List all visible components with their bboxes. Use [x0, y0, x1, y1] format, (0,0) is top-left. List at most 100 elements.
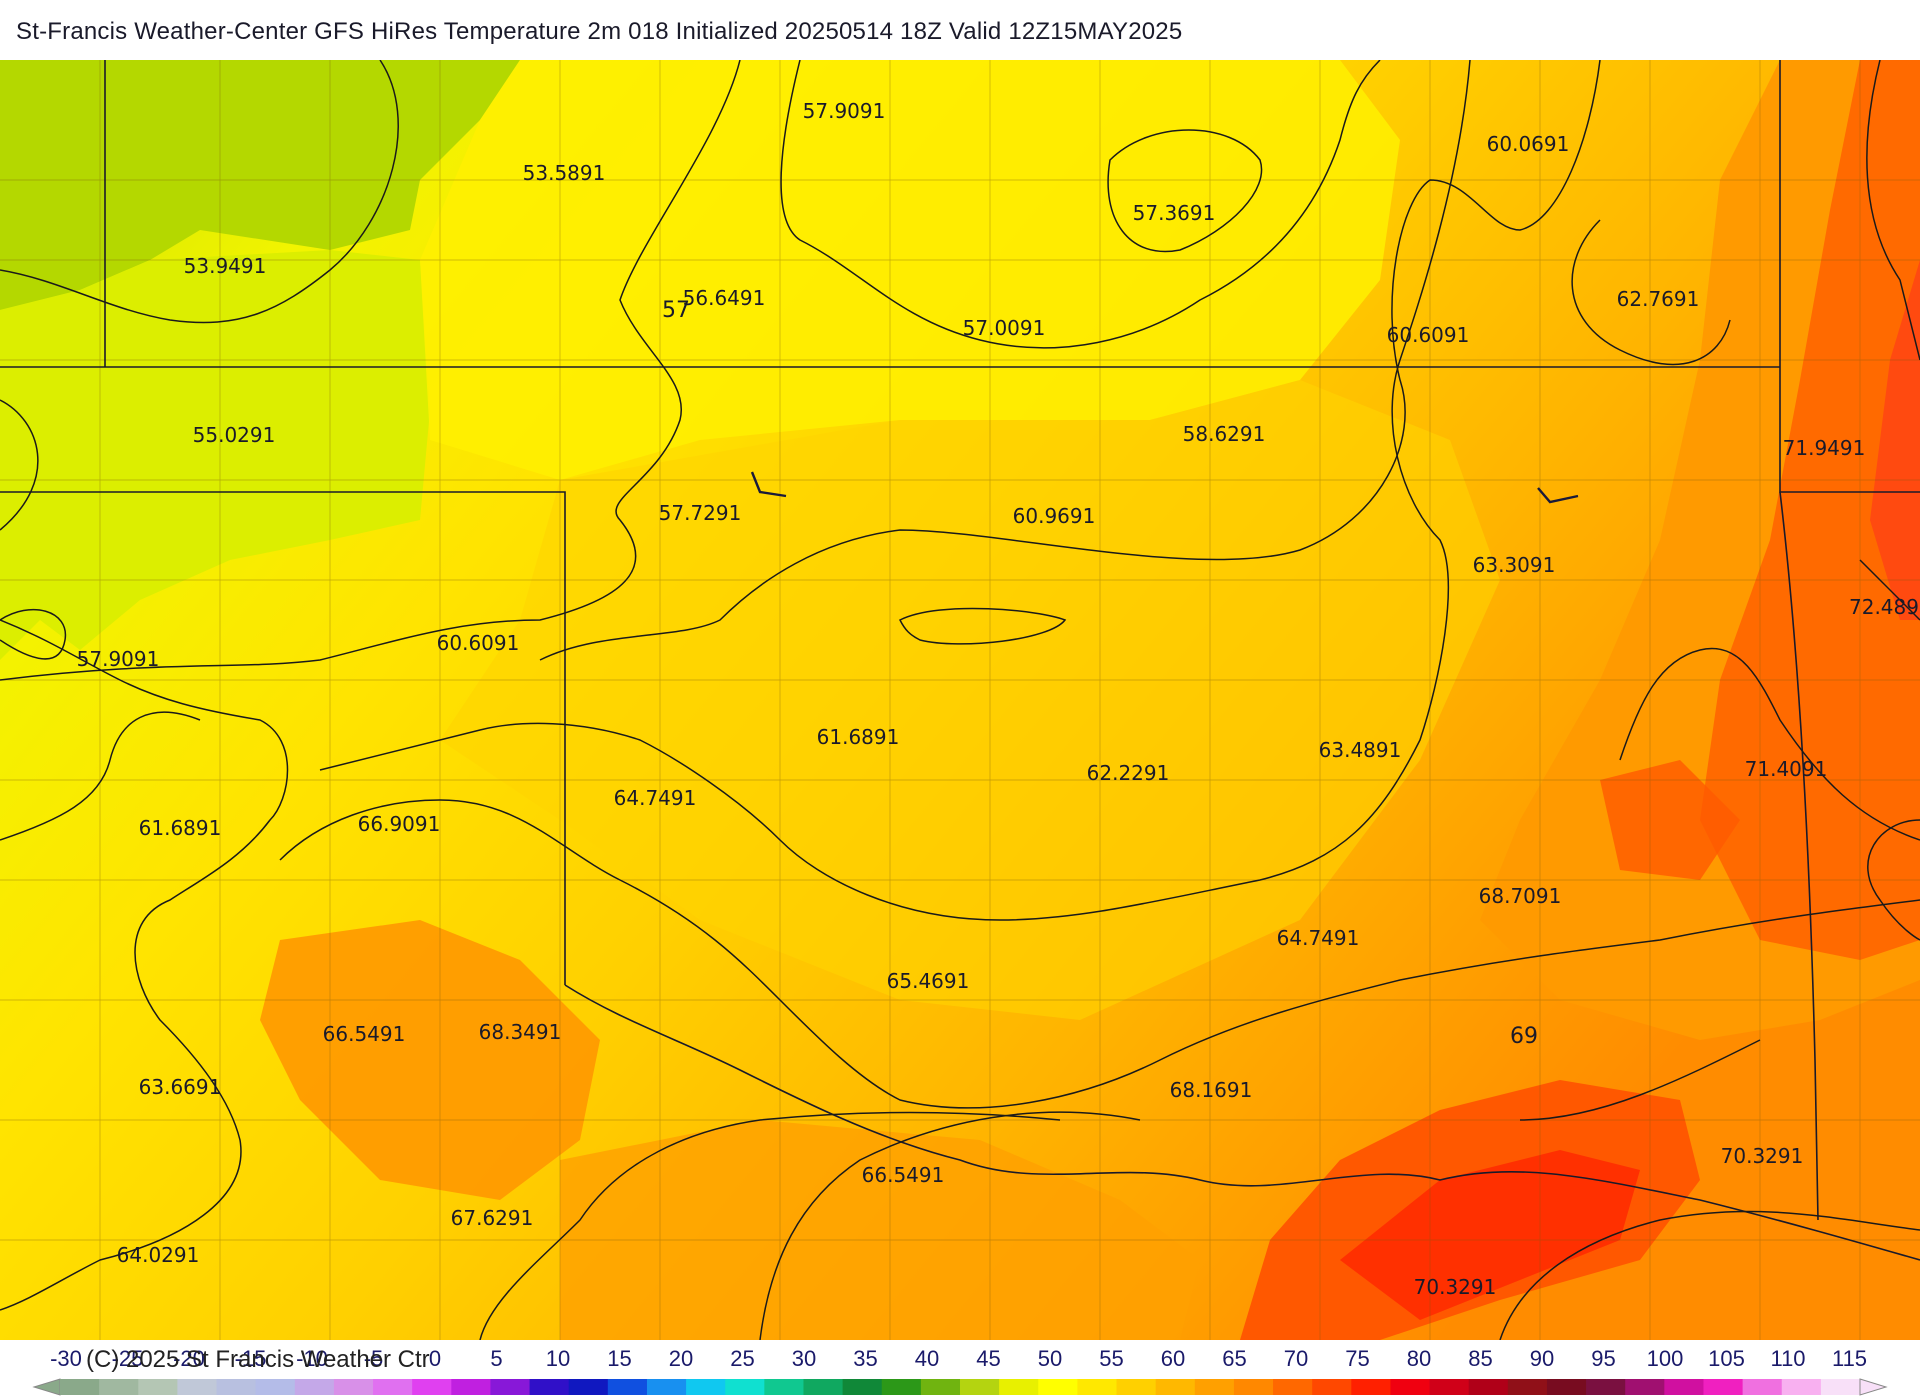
colorbar-swatch	[1351, 1379, 1391, 1395]
station-value: 64.7491	[1277, 926, 1360, 950]
colorbar-tick-label: 105	[1708, 1346, 1745, 1371]
colorbar-swatch	[842, 1379, 883, 1395]
colorbar-swatch	[216, 1379, 257, 1395]
station-value: 70.3291	[1414, 1275, 1497, 1299]
colorbar-swatch	[881, 1379, 922, 1395]
colorbar-tick-label: 80	[1406, 1346, 1432, 1371]
hot-core-east	[1870, 260, 1920, 620]
colorbar-swatch	[1664, 1379, 1704, 1395]
colorbar-swatch	[646, 1379, 687, 1395]
station-value: 57.7291	[659, 501, 742, 525]
colorbar-swatch	[1820, 1379, 1861, 1395]
colorbar-tick-label: 110	[1770, 1346, 1806, 1371]
station-value: 58.6291	[1183, 422, 1266, 446]
station-value: 63.3091	[1473, 553, 1556, 577]
colorbar-swatch	[1038, 1379, 1078, 1395]
station-value: 57.9091	[77, 647, 160, 671]
contour-label-57: 57	[662, 298, 690, 323]
colorbar-tick-label: 35	[853, 1346, 878, 1371]
colorbar-swatch	[920, 1379, 961, 1395]
colorbar-swatch	[529, 1379, 570, 1395]
cool-zone-green	[0, 60, 520, 310]
hot-core-south	[1340, 1150, 1640, 1320]
colorbar-swatch	[1546, 1379, 1587, 1395]
wind-barbs	[750, 471, 1579, 504]
warm-zone-sw	[260, 920, 600, 1200]
station-value: 63.4891	[1319, 738, 1402, 762]
colorbar-tick-label: 85	[1468, 1346, 1493, 1371]
colorbar-tick-label: -30	[50, 1346, 82, 1371]
colorbar-swatch	[138, 1379, 178, 1395]
station-value: 71.4091	[1745, 757, 1828, 781]
colorbar-swatch	[725, 1379, 765, 1395]
cool-zone-lightgreen	[0, 250, 430, 660]
station-values: 57.9091 53.5891 60.0691 57.3691 53.9491 …	[77, 99, 1919, 1299]
colorbar-right-arrow	[1859, 1378, 1888, 1396]
colorbar-tick-label: 15	[607, 1346, 632, 1371]
map-title: St-Francis Weather-Center GFS HiRes Temp…	[16, 18, 1183, 45]
station-value: 63.6691	[139, 1075, 222, 1099]
hot-spot-southeast	[1600, 760, 1740, 880]
colorbar-swatch	[1507, 1379, 1548, 1395]
colorbar-left-arrow	[32, 1378, 61, 1396]
colorbar-tick-label: 90	[1529, 1346, 1555, 1371]
colorbar-swatch	[1194, 1379, 1235, 1395]
station-value: 68.1691	[1170, 1078, 1253, 1102]
contour-label-69: 69	[1510, 1024, 1538, 1049]
station-value: 66.9091	[358, 812, 441, 836]
colorbar-tick-label: 40	[914, 1346, 940, 1371]
colorbar-swatch	[1742, 1379, 1783, 1395]
station-value: 66.5491	[323, 1022, 406, 1046]
colorbar-swatch	[1429, 1379, 1470, 1395]
station-value: 70.3291	[1721, 1144, 1804, 1168]
colorbar-tick-label: 25	[730, 1346, 755, 1371]
colorbar-tick-label: 20	[668, 1346, 694, 1371]
station-value: 62.7691	[1617, 287, 1700, 311]
colorbar-swatch	[803, 1379, 844, 1395]
colorbar-swatch	[1625, 1379, 1665, 1395]
colorbar-tick-label: 115	[1831, 1346, 1868, 1371]
station-value: 68.7091	[1479, 884, 1562, 908]
colorbar-swatch	[255, 1379, 296, 1395]
station-value: 65.4691	[887, 969, 970, 993]
colorbar-swatch	[1233, 1379, 1274, 1395]
station-value: 61.6891	[139, 816, 222, 840]
colorbar-swatch	[1312, 1379, 1352, 1395]
colorbar-tick-label: 65	[1222, 1346, 1247, 1371]
station-value: 53.5891	[523, 161, 606, 185]
isotherm-contours	[0, 60, 1920, 1340]
station-value: 64.7491	[614, 786, 697, 810]
colorbar-swatch	[333, 1379, 374, 1395]
colorbar-swatch	[490, 1379, 531, 1395]
station-value: 66.5491	[862, 1163, 945, 1187]
contour-labels: 57 69	[662, 298, 1538, 1049]
colorbar-tick-label: -5	[363, 1346, 384, 1371]
colorbar-tick-label: 0	[428, 1346, 442, 1371]
station-value: 60.9691	[1013, 504, 1096, 528]
station-value: 55.0291	[193, 423, 276, 447]
station-value: 57.3691	[1133, 201, 1216, 225]
colorbar-swatch	[686, 1379, 726, 1395]
colorbar-swatch	[1703, 1379, 1744, 1395]
yellow-zone-north	[420, 60, 1400, 480]
station-value: 68.3491	[479, 1020, 562, 1044]
station-value: 61.6891	[817, 725, 900, 749]
colorbar-tick-label: 30	[791, 1346, 817, 1371]
temperature-map: 57 69 57.9091 53.5891 60.0691 57.3691 53…	[0, 60, 1920, 1340]
station-value: 62.2291	[1087, 761, 1170, 785]
colorbar-tick-label: 70	[1283, 1346, 1309, 1371]
colorbar-tick-label: 95	[1591, 1346, 1616, 1371]
colorbar-swatch	[1781, 1379, 1822, 1395]
colorbar-swatch	[960, 1379, 1000, 1395]
colorbar-swatch	[764, 1379, 804, 1395]
colorbar-tick-label: 45	[976, 1346, 1001, 1371]
station-value: 67.6291	[451, 1206, 534, 1230]
golden-zone-central	[440, 380, 1500, 1020]
colorbar-swatch	[999, 1379, 1039, 1395]
copyright-text: (C) 2025 St Francis Weather Ctr	[86, 1346, 430, 1373]
colorbar-tick-label: -10	[296, 1346, 328, 1371]
colorbar-swatch	[177, 1379, 218, 1395]
colorbar-swatch	[1116, 1379, 1157, 1395]
colorbar-labels: -30 -25 -20 -15 -10 -5 0 5 10 15 20 25 30 35 40 45 50 55 6…	[0, 1342, 1920, 1372]
colorbar-tick-label: -25	[111, 1346, 144, 1371]
